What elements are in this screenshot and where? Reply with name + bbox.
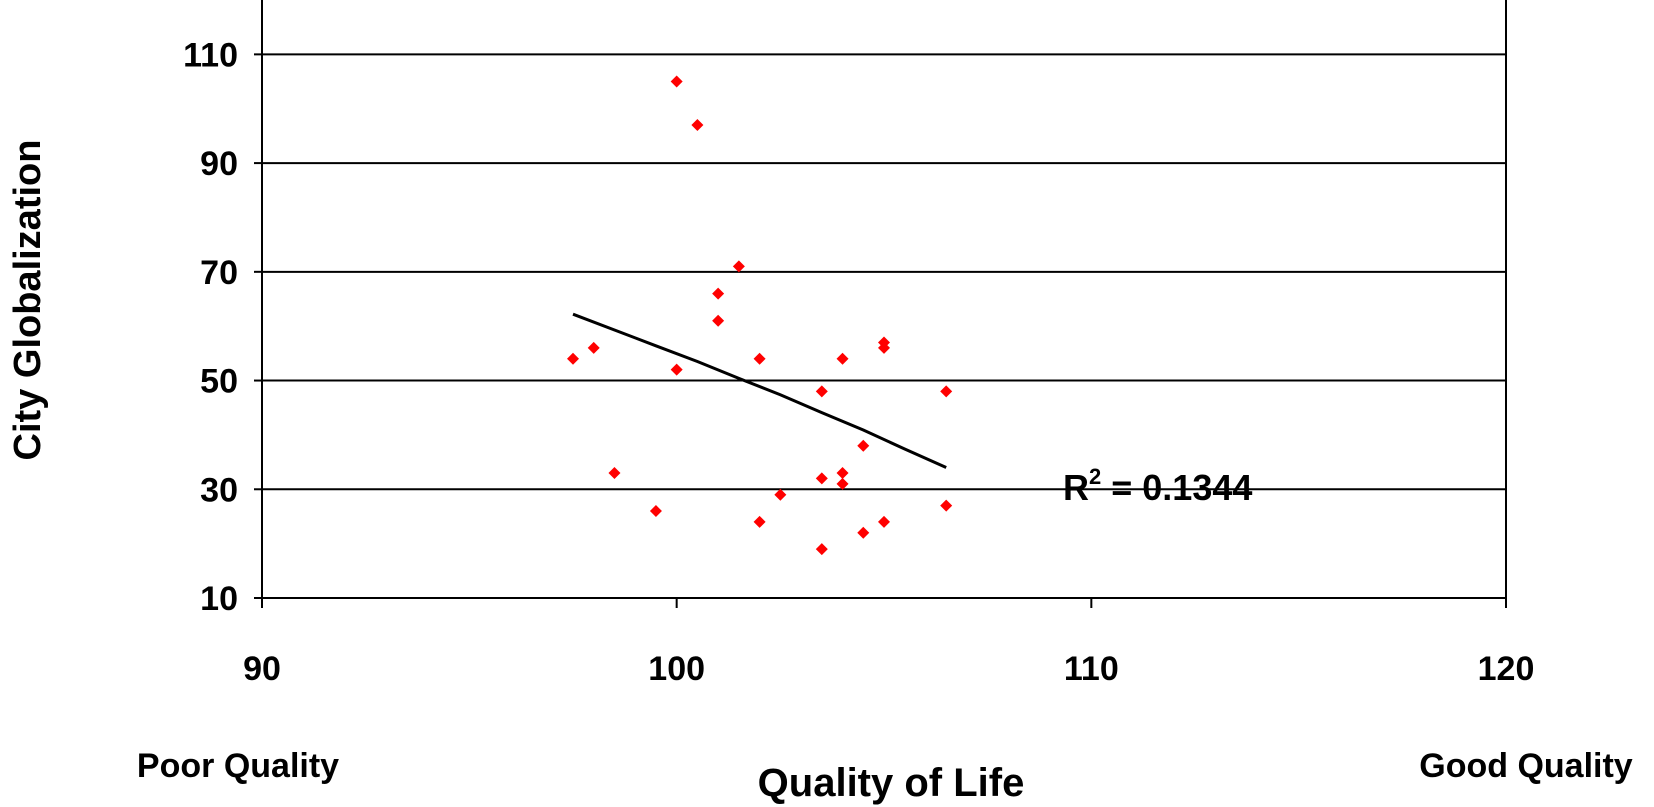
- y-axis-title: City Globalization: [7, 140, 49, 461]
- data-point-12: [753, 515, 766, 528]
- x-tick-label-110: 110: [1064, 650, 1119, 688]
- x-tick-labels: 90 100 110 120: [243, 650, 1534, 688]
- x-tick-label-100: 100: [648, 650, 705, 688]
- data-point-20: [857, 439, 870, 452]
- data-point-8: [712, 287, 725, 300]
- y-tick-labels: 10 30 50 70 90 110: [183, 36, 238, 618]
- data-point-21: [857, 526, 870, 539]
- data-point-26: [940, 499, 953, 512]
- axes: [254, 0, 1507, 608]
- data-point-17: [836, 352, 849, 365]
- y-tick-label-30: 30: [200, 471, 238, 509]
- data-point-24: [878, 515, 890, 528]
- data-point-3: [608, 466, 621, 479]
- data-point-23: [878, 341, 890, 354]
- x-axis-left-end-label: Poor Quality: [137, 747, 339, 785]
- data-point-16: [815, 543, 828, 556]
- data-point-14: [815, 385, 828, 398]
- data-point-19: [836, 477, 849, 490]
- trendline-group: [572, 312, 947, 469]
- data-point-11: [753, 352, 766, 365]
- r-squared-annotation: R2 = 0.1344: [1063, 464, 1252, 508]
- data-point-4: [649, 505, 662, 518]
- x-tick-label-120: 120: [1478, 650, 1535, 688]
- trendline: [572, 312, 947, 469]
- x-axis-right-end-label: Good Quality: [1419, 747, 1633, 785]
- y-tick-label-50: 50: [200, 363, 238, 401]
- y-tick-label-110: 110: [183, 36, 238, 74]
- r-squared-symbol: R: [1063, 467, 1089, 508]
- y-tick-label-70: 70: [200, 254, 238, 292]
- data-point-13: [774, 488, 787, 501]
- y-tick-label-90: 90: [200, 145, 238, 183]
- x-axis-title: Quality of Life: [758, 761, 1025, 805]
- data-point-2: [587, 341, 600, 354]
- data-point-10: [732, 260, 745, 273]
- data-point-5: [670, 75, 683, 88]
- data-point-25: [940, 385, 953, 398]
- data-point-15: [815, 472, 828, 485]
- data-point-1: [567, 352, 579, 365]
- gridlines: [262, 53, 1506, 491]
- data-points: [567, 75, 953, 556]
- x-tick-label-90: 90: [243, 650, 281, 688]
- data-point-6: [670, 363, 683, 376]
- data-point-7: [691, 119, 704, 132]
- data-point-18: [836, 466, 849, 479]
- data-point-9: [712, 314, 725, 327]
- y-tick-label-10: 10: [200, 580, 238, 618]
- r-squared-value: = 0.1344: [1101, 467, 1252, 508]
- r-squared-exponent: 2: [1089, 464, 1101, 489]
